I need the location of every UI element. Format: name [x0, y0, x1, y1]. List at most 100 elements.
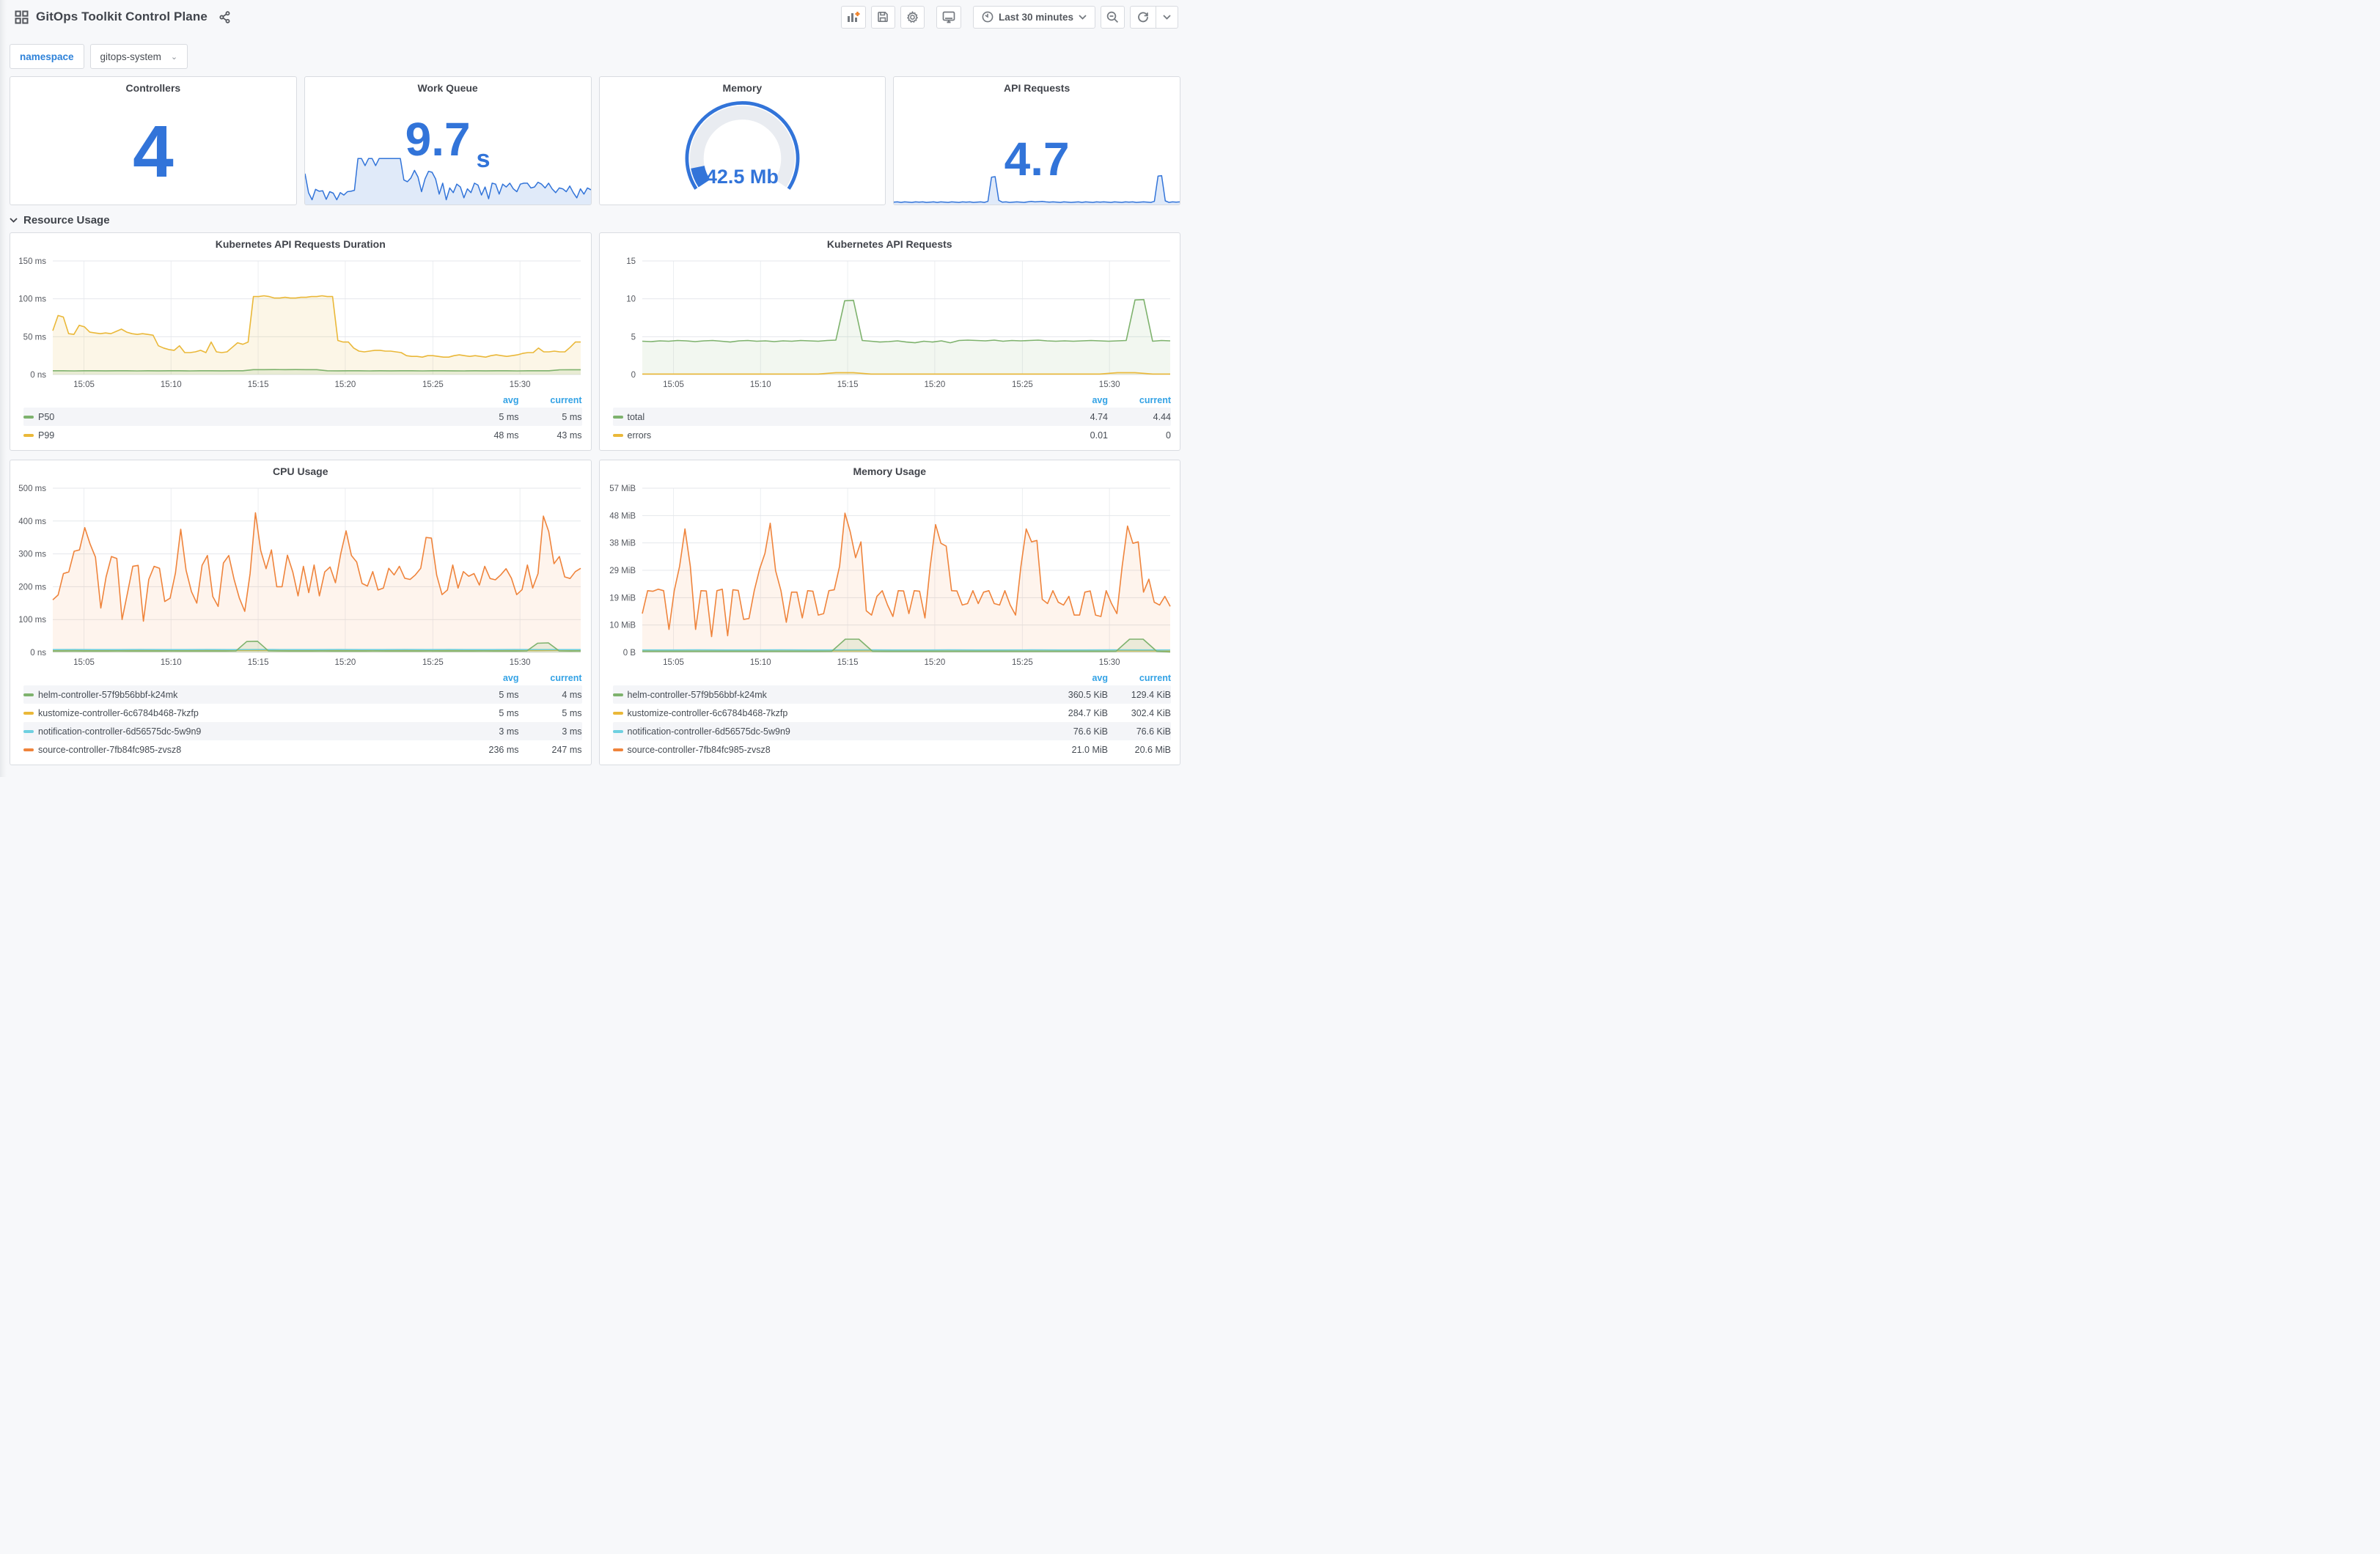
panel-title[interactable]: CPU Usage — [273, 465, 328, 477]
series-name[interactable]: P99 — [38, 430, 55, 441]
svg-text:15:15: 15:15 — [248, 658, 269, 667]
chart-canvas: 15:05 15:10 15:15 15:20 15:25 15:30 0 5 10 15 — [626, 257, 1170, 389]
series-name[interactable]: source-controller-7fb84fc985-zvsz8 — [627, 744, 771, 755]
legend-header-avg[interactable]: avg — [502, 394, 519, 405]
series-name[interactable]: source-controller-7fb84fc985-zvsz8 — [38, 744, 182, 755]
panel-title[interactable]: Kubernetes API Requests Duration — [215, 238, 386, 250]
series-current: 4 ms — [562, 689, 582, 700]
variable-value-dropdown[interactable]: gitops-system ⌄ — [89, 44, 188, 69]
legend-header-current[interactable]: current — [1139, 394, 1171, 405]
page-left-edge — [0, 0, 7, 777]
series-name[interactable]: kustomize-controller-6c6784b468-7kzfp — [627, 707, 788, 718]
series-current: 43 ms — [557, 430, 582, 441]
panel-title[interactable]: Controllers — [125, 82, 181, 94]
svg-text:0 ns: 0 ns — [30, 649, 46, 658]
panel-title[interactable]: API Requests — [1004, 82, 1070, 94]
dashboard-grid-icon[interactable] — [15, 10, 29, 24]
legend: avg current helm-controller-57f9b56bbf-k… — [10, 670, 591, 765]
series-avg: 3 ms — [499, 726, 519, 737]
stat-body: 42.5 Mb — [600, 99, 886, 205]
series-current: 4.44 — [1153, 411, 1171, 422]
legend-row: kustomize-controller-6c6784b468-7kzfp 28… — [612, 704, 1171, 722]
variable-label-namespace: namespace — [10, 44, 84, 69]
sparkline-canvas — [304, 158, 591, 205]
sparkline-canvas — [894, 175, 1180, 205]
legend-header-avg[interactable]: avg — [502, 672, 519, 683]
svg-text:15:10: 15:10 — [749, 658, 771, 667]
chart-plot: 15:05 15:10 15:15 15:20 15:25 15:30 0 B 10 MiB 1… — [600, 482, 1180, 670]
series-color-dash — [23, 693, 34, 696]
row-title: Resource Usage — [23, 214, 110, 227]
series-avg: 48 ms — [493, 430, 519, 441]
time-range-picker[interactable]: Last 30 minutes — [972, 5, 1095, 29]
svg-text:15:30: 15:30 — [510, 380, 531, 389]
svg-text:15:20: 15:20 — [334, 380, 356, 389]
legend-row: errors 0.01 0 — [612, 426, 1171, 444]
svg-text:15:10: 15:10 — [749, 380, 771, 389]
series-avg: 76.6 KiB — [1073, 726, 1108, 737]
svg-text:300 ms: 300 ms — [18, 550, 46, 559]
row-toggle-resource-usage[interactable]: Resource Usage — [10, 214, 1180, 227]
share-icon[interactable] — [219, 10, 232, 23]
series-name[interactable]: notification-controller-6d56575dc-5w9n9 — [627, 726, 790, 737]
legend-row: P99 48 ms 43 ms — [23, 426, 582, 444]
panel-controllers: Controllers 4 — [10, 76, 297, 205]
dashboard-settings-button[interactable] — [900, 5, 925, 29]
add-panel-button[interactable] — [840, 5, 866, 29]
series-avg: 360.5 KiB — [1068, 689, 1108, 700]
series-name[interactable]: kustomize-controller-6c6784b468-7kzfp — [38, 707, 199, 718]
refresh-button[interactable] — [1131, 7, 1156, 28]
chart-canvas: 15:05 15:10 15:15 15:20 15:25 15:30 0 ns 50 ms 1… — [18, 257, 581, 389]
legend-header-current[interactable]: current — [1139, 672, 1171, 683]
series-name[interactable]: notification-controller-6d56575dc-5w9n9 — [38, 726, 202, 737]
memory-gauge — [600, 101, 886, 203]
zoom-out-button[interactable] — [1101, 5, 1125, 29]
series-name[interactable]: total — [627, 411, 645, 422]
series-color-dash — [612, 748, 623, 751]
save-dashboard-button[interactable] — [870, 5, 895, 29]
chevron-down-icon: ⌄ — [170, 52, 178, 62]
svg-text:15:15: 15:15 — [248, 380, 269, 389]
svg-text:48 MiB: 48 MiB — [609, 512, 636, 520]
series-color-dash — [23, 748, 34, 751]
series-current: 5 ms — [562, 411, 582, 422]
svg-text:15:05: 15:05 — [663, 658, 684, 667]
stat-value: 4.7 — [1004, 133, 1070, 185]
chart-row-2: CPU Usage 15:05 15:10 15:15 15:20 15:25 15:30… — [10, 460, 1180, 765]
panel-title[interactable]: Work Queue — [417, 82, 478, 94]
legend-row: helm-controller-57f9b56bbf-k24mk 360.5 K… — [612, 685, 1171, 704]
series-name[interactable]: errors — [627, 430, 652, 441]
svg-text:100 ms: 100 ms — [18, 616, 46, 625]
svg-text:15:20: 15:20 — [334, 658, 356, 667]
refresh-button-group — [1130, 5, 1178, 29]
svg-text:150 ms: 150 ms — [18, 257, 46, 266]
series-color-dash — [23, 729, 34, 733]
series-name[interactable]: P50 — [38, 411, 55, 422]
panel-title[interactable]: Memory Usage — [853, 465, 927, 477]
legend-header-current[interactable]: current — [550, 672, 582, 683]
panel-title[interactable]: Memory — [722, 82, 763, 94]
svg-text:15:10: 15:10 — [161, 380, 182, 389]
legend-header-current[interactable]: current — [550, 394, 582, 405]
panel-title[interactable]: Kubernetes API Requests — [826, 238, 952, 250]
series-avg: 0.01 — [1090, 430, 1108, 441]
cycle-view-mode-button[interactable] — [936, 5, 961, 29]
svg-text:50 ms: 50 ms — [23, 333, 47, 342]
legend: avg current P50 5 ms 5 ms P99 48 ms 43 m… — [10, 392, 591, 450]
svg-text:15:05: 15:05 — [73, 380, 95, 389]
svg-text:0: 0 — [631, 371, 635, 380]
legend-header-avg[interactable]: avg — [1092, 394, 1108, 405]
svg-text:15:25: 15:25 — [422, 380, 444, 389]
legend-header-avg[interactable]: avg — [1092, 672, 1108, 683]
legend: avg current helm-controller-57f9b56bbf-k… — [600, 670, 1180, 765]
refresh-interval-dropdown[interactable] — [1156, 6, 1178, 28]
stat-value: 9.7 — [405, 113, 471, 166]
svg-text:15:25: 15:25 — [1012, 380, 1033, 389]
stat-body: 4 — [10, 99, 296, 205]
chevron-down-icon — [1079, 14, 1087, 20]
series-avg: 5 ms — [499, 689, 519, 700]
clock-icon — [982, 11, 993, 23]
legend-row: P50 5 ms 5 ms — [23, 408, 582, 426]
series-name[interactable]: helm-controller-57f9b56bbf-k24mk — [38, 689, 178, 700]
series-name[interactable]: helm-controller-57f9b56bbf-k24mk — [627, 689, 767, 700]
